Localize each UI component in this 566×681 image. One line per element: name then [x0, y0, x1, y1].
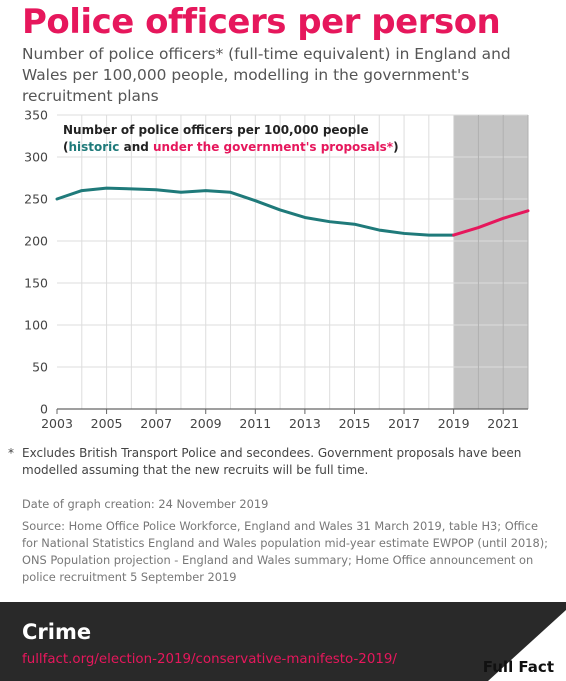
x-tick-label: 2017 — [388, 416, 420, 431]
footnote-marker: * — [8, 446, 14, 460]
legend-title: Number of police officers per 100,000 pe… — [63, 123, 369, 137]
x-tick-label: 2015 — [339, 416, 371, 431]
x-tick-label: 2003 — [41, 416, 73, 431]
creation-date: Date of graph creation: 24 November 2019 — [22, 497, 269, 511]
logo-text: Full Fact — [482, 658, 554, 676]
legend-close-paren: ) — [393, 140, 398, 154]
page-title: Police officers per person — [22, 2, 501, 42]
y-tick-label: 200 — [24, 234, 48, 249]
y-tick-label: 250 — [24, 192, 48, 207]
historic-series-line — [55, 186, 456, 237]
x-tick-label: 2019 — [438, 416, 470, 431]
y-tick-label: 0 — [40, 402, 48, 417]
footnote-text: Excludes British Transport Police and se… — [22, 446, 522, 477]
y-tick-label: 300 — [24, 150, 48, 165]
chart-subtitle: Number of police officers* (full-time eq… — [22, 45, 511, 105]
y-tick-label: 50 — [32, 360, 48, 375]
source-note: Source: Home Office Police Workforce, En… — [22, 519, 548, 584]
x-tick-label: 2007 — [140, 416, 172, 431]
line-chart: 0 50 100 150 200 250 300 350 2003 2005 2007 2009 201… — [24, 108, 530, 431]
x-tick-label: 2013 — [289, 416, 321, 431]
section-title: Crime — [22, 620, 92, 644]
legend-open-paren: ( — [63, 140, 68, 154]
proposal-series-line — [452, 209, 530, 237]
projection-shade — [453, 115, 528, 409]
footer-banner: Crime fullfact.org/election-2019/conserv… — [0, 602, 566, 681]
full-fact-logo — [488, 610, 566, 681]
legend-series-labels: (historic and under the government's pro… — [63, 140, 399, 154]
legend-and-text: and — [119, 140, 153, 154]
y-tick-label: 150 — [24, 276, 48, 291]
footnote: * Excludes British Transport Police and … — [8, 445, 553, 479]
x-tick-label: 2009 — [190, 416, 222, 431]
legend-proposal-label: under the government's proposals* — [153, 140, 394, 154]
logo-triangle-icon — [488, 610, 566, 681]
x-tick-label: 2021 — [487, 416, 519, 431]
x-tick-label: 2011 — [239, 416, 271, 431]
x-tick-label: 2005 — [91, 416, 123, 431]
article-link[interactable]: fullfact.org/election-2019/conservative-… — [22, 652, 397, 667]
y-tick-label: 100 — [24, 318, 48, 333]
y-tick-label: 350 — [24, 108, 48, 123]
legend-historic-label: historic — [68, 140, 119, 154]
